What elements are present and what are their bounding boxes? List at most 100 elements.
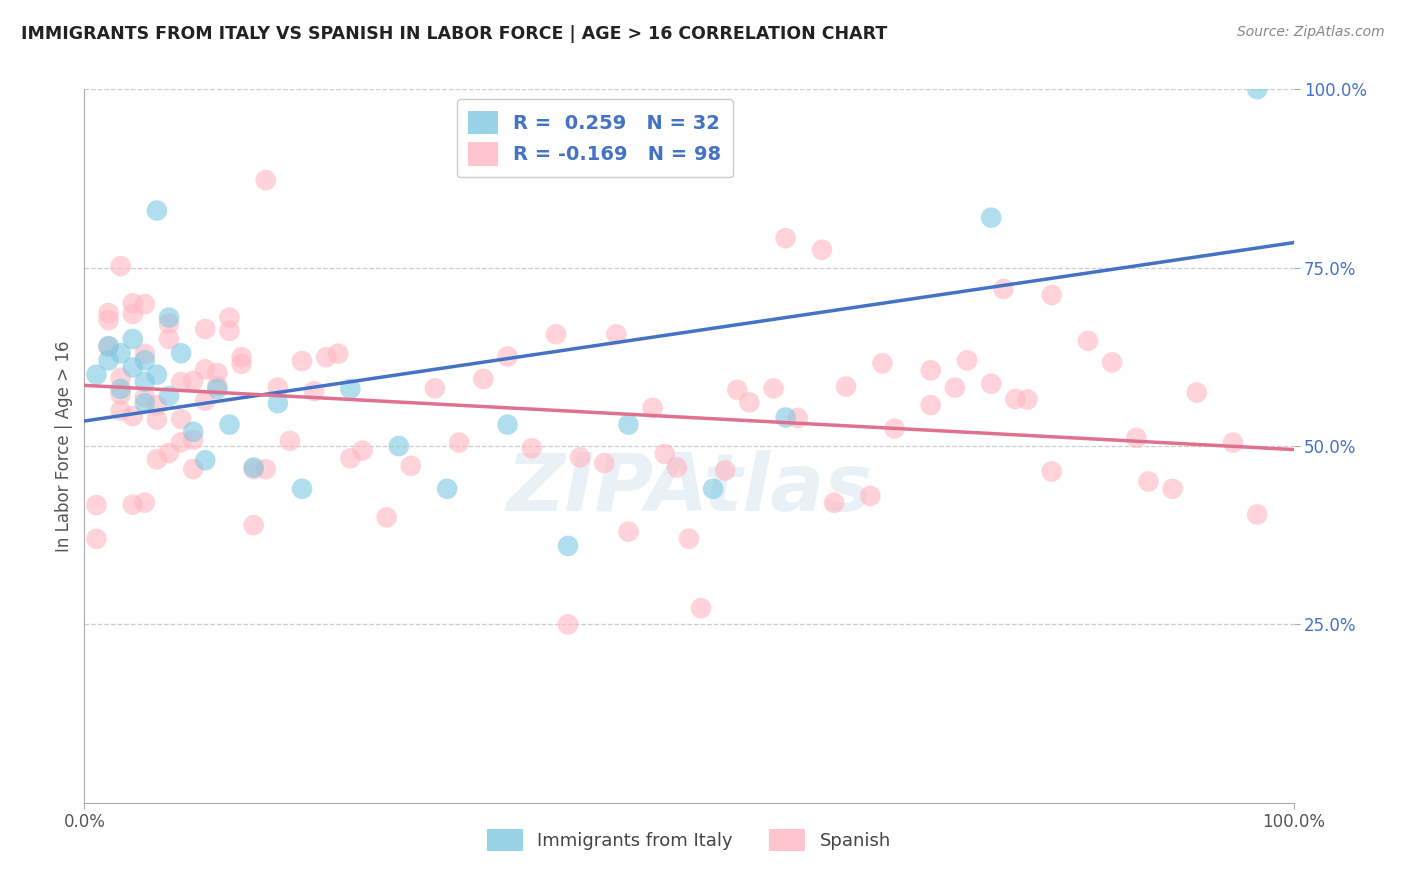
Point bbox=[207, 382, 229, 396]
Point bbox=[1185, 385, 1208, 400]
Point bbox=[267, 380, 290, 394]
Point bbox=[1077, 334, 1099, 348]
Point bbox=[702, 482, 724, 496]
Point bbox=[121, 307, 143, 321]
Point bbox=[436, 482, 458, 496]
Point bbox=[993, 282, 1015, 296]
Point bbox=[86, 498, 108, 512]
Point bbox=[775, 410, 797, 425]
Point bbox=[872, 356, 894, 370]
Point bbox=[267, 396, 290, 410]
Point bbox=[242, 460, 264, 475]
Point bbox=[980, 376, 1002, 391]
Point bbox=[835, 379, 858, 393]
Point bbox=[1246, 82, 1268, 96]
Point bbox=[157, 332, 180, 346]
Point bbox=[134, 353, 156, 368]
Point bbox=[605, 327, 627, 342]
Point bbox=[1161, 482, 1184, 496]
Point bbox=[1004, 392, 1026, 406]
Point bbox=[920, 398, 942, 412]
Point bbox=[883, 422, 905, 436]
Point bbox=[725, 383, 748, 397]
Point bbox=[146, 203, 169, 218]
Point bbox=[134, 391, 156, 405]
Point bbox=[423, 381, 446, 395]
Y-axis label: In Labor Force | Age > 16: In Labor Force | Age > 16 bbox=[55, 340, 73, 552]
Point bbox=[110, 382, 132, 396]
Point bbox=[315, 350, 337, 364]
Point bbox=[339, 451, 361, 466]
Point bbox=[1101, 355, 1123, 369]
Point bbox=[134, 495, 156, 509]
Point bbox=[110, 259, 132, 273]
Point bbox=[278, 434, 301, 448]
Point bbox=[181, 462, 204, 476]
Point bbox=[86, 532, 108, 546]
Point bbox=[242, 462, 264, 476]
Point bbox=[557, 539, 579, 553]
Point bbox=[97, 340, 120, 354]
Point bbox=[291, 482, 314, 496]
Point bbox=[399, 458, 422, 473]
Point bbox=[823, 496, 845, 510]
Point bbox=[110, 346, 132, 360]
Point bbox=[352, 443, 374, 458]
Point bbox=[121, 332, 143, 346]
Point bbox=[218, 324, 240, 338]
Point bbox=[544, 327, 567, 342]
Point bbox=[121, 498, 143, 512]
Point bbox=[714, 463, 737, 477]
Point bbox=[1040, 465, 1063, 479]
Point bbox=[762, 381, 785, 395]
Point bbox=[97, 339, 120, 353]
Point bbox=[181, 433, 204, 447]
Point bbox=[943, 381, 966, 395]
Point bbox=[665, 460, 688, 475]
Point bbox=[121, 360, 143, 375]
Point bbox=[496, 417, 519, 432]
Point bbox=[496, 350, 519, 364]
Point bbox=[146, 368, 169, 382]
Point bbox=[97, 306, 120, 320]
Point bbox=[157, 389, 180, 403]
Point bbox=[218, 417, 240, 432]
Point bbox=[375, 510, 398, 524]
Point bbox=[146, 452, 169, 467]
Point bbox=[157, 310, 180, 325]
Point bbox=[678, 532, 700, 546]
Point bbox=[1222, 435, 1244, 450]
Point bbox=[1125, 431, 1147, 445]
Point bbox=[170, 375, 193, 389]
Point bbox=[617, 417, 640, 432]
Point bbox=[291, 354, 314, 368]
Point bbox=[181, 425, 204, 439]
Point bbox=[593, 456, 616, 470]
Point bbox=[254, 462, 277, 476]
Legend: Immigrants from Italy, Spanish: Immigrants from Italy, Spanish bbox=[479, 822, 898, 858]
Point bbox=[157, 446, 180, 460]
Point bbox=[231, 357, 253, 371]
Point bbox=[920, 363, 942, 377]
Point bbox=[859, 489, 882, 503]
Point bbox=[134, 297, 156, 311]
Point bbox=[194, 322, 217, 336]
Point bbox=[449, 435, 471, 450]
Point bbox=[388, 439, 411, 453]
Point bbox=[97, 353, 120, 368]
Point bbox=[339, 382, 361, 396]
Point bbox=[980, 211, 1002, 225]
Point bbox=[654, 447, 676, 461]
Point bbox=[134, 347, 156, 361]
Point bbox=[1040, 288, 1063, 302]
Point bbox=[86, 368, 108, 382]
Point bbox=[146, 412, 169, 426]
Point bbox=[134, 396, 156, 410]
Point bbox=[110, 387, 132, 401]
Point bbox=[775, 231, 797, 245]
Point bbox=[170, 346, 193, 360]
Text: Source: ZipAtlas.com: Source: ZipAtlas.com bbox=[1237, 25, 1385, 39]
Point bbox=[1246, 508, 1268, 522]
Point bbox=[170, 412, 193, 426]
Point bbox=[146, 398, 169, 412]
